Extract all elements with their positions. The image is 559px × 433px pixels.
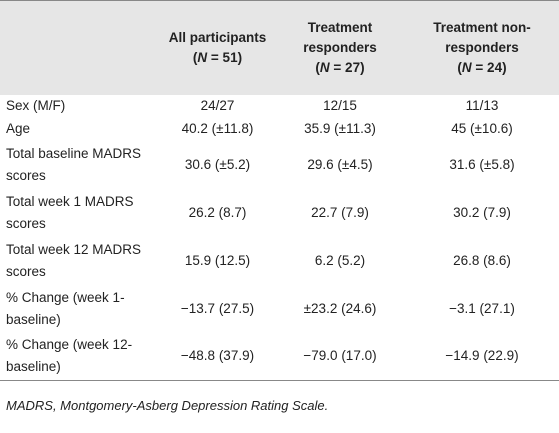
header-title: All participants xyxy=(168,29,267,45)
cell: 35.9 (±11.3) xyxy=(304,121,376,136)
row-label: Total baseline MADRS scores xyxy=(6,145,142,183)
header-empty xyxy=(0,1,160,95)
header-n: (N = 24) xyxy=(409,58,555,78)
header-title: Treatment non-responders xyxy=(433,19,531,55)
table-row: Total week 12 MADRS scores 15.9 (12.5) 6.2… xyxy=(0,237,559,285)
cell: 40.2 (±11.8) xyxy=(181,121,254,136)
header-n-part: ( xyxy=(192,49,198,65)
header-n-part: N xyxy=(319,59,330,75)
cell: −79.0 (17.0) xyxy=(303,348,377,364)
row-label: % Change (week 1-baseline) xyxy=(6,289,125,327)
row-label: Total week 1 MADRS scores xyxy=(6,193,134,231)
table-row: % Change (week 12-baseline) −48.8 (37.9) −… xyxy=(0,333,559,381)
header-n-part: = 27) xyxy=(329,59,365,75)
header-n-part: ( xyxy=(315,59,320,75)
cell: 24/27 xyxy=(200,98,235,113)
row-label: Age xyxy=(6,121,31,136)
header-cell: Treatment non-responders (N = 24) xyxy=(405,1,559,95)
cell: −13.7 (27.5) xyxy=(180,300,255,316)
table-row: % Change (week 1-baseline) −13.7 (27.5) ±2… xyxy=(0,285,559,333)
table-header: All participants (N = 51) Treatment respon… xyxy=(0,0,559,95)
header-n: (N = 51) xyxy=(164,48,271,68)
header-n-part: ( xyxy=(457,59,462,75)
table-row: Sex (M/F) 24/27 12/15 11/13 xyxy=(0,95,559,118)
cell: 15.9 (12.5) xyxy=(184,252,251,268)
cell: 45 (±10.6) xyxy=(451,121,513,136)
header-n-part: N xyxy=(461,59,472,75)
row-label: Total week 12 MADRS scores xyxy=(6,241,142,279)
data-table: All participants (N = 51) Treatment respon… xyxy=(0,0,559,381)
row-label: Sex (M/F) xyxy=(6,98,66,113)
table-row: Total week 1 MADRS scores 26.2 (8.7) 22.7 … xyxy=(0,189,559,237)
cell: −48.8 (37.9) xyxy=(180,348,255,364)
table-row: Age 40.2 (±11.8) 35.9 (±11.3) 45 (±10.6) xyxy=(0,118,559,141)
header-title: Treatment responders xyxy=(303,19,377,55)
cell: 29.6 (±4.5) xyxy=(307,156,373,172)
row-label: % Change (week 12-baseline) xyxy=(6,337,133,375)
header-cell: All participants (N = 51) xyxy=(160,1,275,95)
cell: 30.2 (7.9) xyxy=(453,204,511,220)
cell: 30.6 (±5.2) xyxy=(184,156,251,172)
cell: 11/13 xyxy=(465,98,499,113)
header-cell: Treatment responders (N = 27) xyxy=(275,1,405,95)
header-n-part: = 24) xyxy=(471,59,507,75)
table-row: Total baseline MADRS scores 30.6 (±5.2) 29… xyxy=(0,141,559,189)
footnote: MADRS, Montgomery-Asberg Depression Rati… xyxy=(6,398,329,413)
cell: 26.2 (8.7) xyxy=(188,204,247,220)
header-row: All participants (N = 51) Treatment respon… xyxy=(0,0,559,95)
header-n-part: N xyxy=(197,49,208,65)
cell: ±23.2 (24.6) xyxy=(303,300,377,316)
cell: 31.6 (±5.8) xyxy=(449,156,515,172)
header-n: (N = 27) xyxy=(279,58,401,78)
cell: −14.9 (22.9) xyxy=(445,348,519,364)
cell: 6.2 (5.2) xyxy=(314,252,366,268)
cell: −3.1 (27.1) xyxy=(449,300,515,316)
cell: 12/15 xyxy=(323,98,357,113)
cell: 22.7 (7.9) xyxy=(311,204,369,220)
cell: 26.8 (8.6) xyxy=(453,252,511,268)
header-n-part: = 51) xyxy=(207,49,243,65)
table-body: Sex (M/F) 24/27 12/15 11/13 Age 40.2 (±11.8) 3… xyxy=(0,95,559,381)
